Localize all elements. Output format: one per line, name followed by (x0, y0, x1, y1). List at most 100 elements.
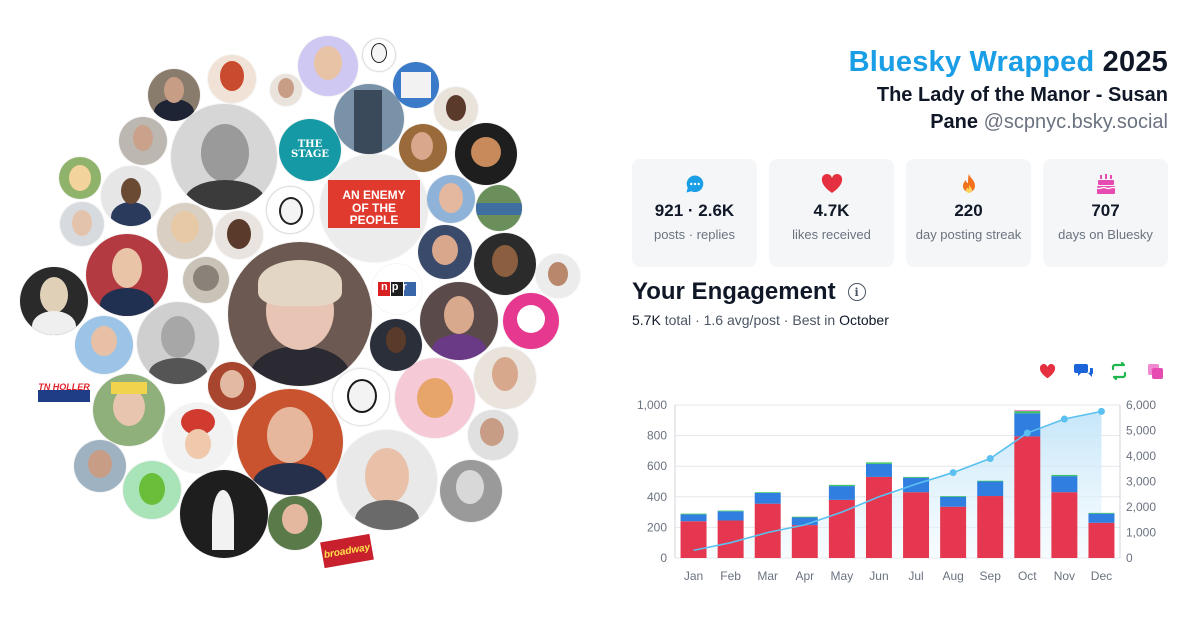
avatar-cat[interactable] (183, 257, 229, 303)
y-left-tick-label: 1,000 (637, 398, 667, 412)
y-right-tick-label: 4,000 (1126, 449, 1156, 463)
profile-line2: Pane @scpnyc.bsky.social (748, 109, 1168, 136)
avatar-building[interactable] (334, 84, 404, 154)
avatar-man-gray[interactable] (137, 302, 219, 384)
bar-reposts (717, 510, 744, 512)
bar-replies (940, 496, 967, 507)
y-left-tick-label: 0 (660, 551, 667, 565)
cumulative-point (986, 455, 994, 463)
avatar-smiling-woman[interactable] (215, 211, 263, 259)
badge-broadway[interactable]: broadway (320, 533, 374, 569)
stat-caption: likes received (792, 227, 871, 242)
x-axis: Jan Feb Mar Apr May Jun Jul Aug Sep Oct Nov Dec (684, 569, 1112, 583)
bar-replies (903, 477, 930, 493)
title-brand: Bluesky Wrapped (848, 46, 1095, 78)
avatar-dog-puppy[interactable] (59, 157, 101, 199)
bar-reposts (1051, 474, 1078, 477)
avatar-woman-glasses[interactable] (60, 202, 104, 246)
profile-name: The Lady of the Manor - Susan (876, 84, 1168, 106)
avatar-man-glasses-2[interactable] (119, 117, 167, 165)
avatar-turban-woman[interactable] (163, 403, 233, 473)
y-right-tick-label: 5,000 (1126, 424, 1156, 438)
avatar-canoe[interactable] (476, 185, 522, 231)
y-axis-left: 0 200 400 600 800 1,000 (637, 398, 667, 565)
stats-row: 921 · 2.6K posts · replies 4.7K likes re… (632, 159, 1168, 267)
avatar-man-surprised[interactable] (270, 74, 302, 106)
avatar-man-cap[interactable] (536, 254, 580, 298)
bar-reposts (903, 476, 930, 478)
avatar-old-man-sign[interactable] (208, 362, 256, 410)
bar-reposts (940, 496, 967, 497)
info-icon[interactable]: i (847, 283, 866, 301)
quote-icon[interactable] (1144, 360, 1166, 382)
avatar-enemy-of-the-people[interactable]: AN ENEMY OF THE PEOPLE (320, 154, 428, 262)
bar-replies (680, 514, 707, 522)
profile-handle[interactable]: @scpnyc.bsky.social (983, 111, 1168, 133)
avatar-main[interactable] (228, 242, 372, 386)
avatar-bald-glasses[interactable] (474, 347, 536, 409)
page-title: Bluesky Wrapped 2025 (748, 44, 1168, 80)
avatar-blonde-woman[interactable] (157, 203, 213, 259)
x-tick-label: Nov (1054, 569, 1075, 583)
avatar-book-covers[interactable] (393, 62, 439, 108)
heart-icon[interactable] (1036, 360, 1058, 382)
avatar-drawing[interactable] (266, 186, 314, 234)
avatar-bear[interactable] (74, 440, 126, 492)
profile-name-cont: Pane (930, 111, 978, 133)
avatar-cartoon-man[interactable] (362, 38, 396, 72)
avatar-vintage-man[interactable] (20, 267, 88, 335)
avatar-woman-dark[interactable] (434, 87, 478, 131)
avatar-man-purple[interactable] (420, 282, 498, 360)
avatar-man-white-hair[interactable] (427, 175, 475, 223)
avatar-bald-man[interactable] (337, 430, 437, 530)
avatar-bearded-man[interactable] (171, 104, 277, 210)
avatar-cloud: THE STAGE AN ENEMY OF THE PEOPLE npr (20, 36, 580, 569)
avatar-laughing-man[interactable] (237, 389, 343, 495)
bar-replies (828, 486, 855, 500)
badge-tn-holler[interactable]: TN HOLLER (38, 380, 90, 402)
avatar-drink-man[interactable] (399, 124, 447, 172)
avatar-politician[interactable] (101, 166, 161, 226)
repost-icon[interactable] (1108, 360, 1130, 382)
stat-caption: day posting streak (915, 227, 1022, 242)
bar-likes (977, 496, 1004, 558)
avatar-blue-woman[interactable] (75, 316, 133, 374)
bar-likes (1051, 492, 1078, 558)
y-left-tick-label: 600 (647, 459, 667, 473)
avatar-young-man[interactable] (86, 234, 168, 316)
cumulative-point (1060, 415, 1068, 423)
separator: · (695, 312, 700, 328)
avatar-the-stage[interactable]: THE STAGE (279, 119, 341, 181)
avatar-man-forest[interactable] (268, 496, 322, 550)
avatar-suited-man[interactable] (148, 69, 200, 121)
avatar-man-hand[interactable] (474, 233, 536, 295)
bar-replies (754, 492, 781, 504)
avatar-man-headset[interactable] (468, 410, 518, 460)
bar-likes (1088, 522, 1115, 558)
avatar-man-bw[interactable] (440, 460, 502, 522)
cumulative-line (693, 410, 1102, 552)
avatar-raccoon[interactable] (455, 123, 517, 185)
avatar-curly-man[interactable] (418, 225, 472, 279)
avatar-crown-woman[interactable] (93, 374, 165, 446)
stat-caption: days on Bluesky (1058, 227, 1153, 242)
bar-reposts (977, 480, 1004, 482)
avatar-santa-logo[interactable] (503, 293, 559, 349)
y-left-tick-label: 800 (647, 429, 667, 443)
avatar-man-dark[interactable] (370, 319, 422, 371)
avatar-red-hair-woman[interactable] (208, 55, 256, 103)
avatar-dancer[interactable] (180, 470, 268, 558)
x-tick-label: Oct (1018, 569, 1037, 583)
avatar-mustache-guy[interactable] (332, 368, 390, 426)
bar-likes (865, 476, 892, 558)
stat-likes: 4.7K likes received (769, 159, 894, 267)
chart-legend (1036, 360, 1166, 382)
reply-icon[interactable] (1072, 360, 1094, 382)
avatar-pear-logo[interactable] (123, 461, 181, 519)
avatar-dog-flowers[interactable] (395, 358, 475, 438)
x-tick-label: Jan (684, 569, 703, 583)
avatar-bald-smile[interactable] (298, 36, 358, 96)
engagement-avg: 1.6 avg/post (703, 312, 780, 328)
avatar-npr[interactable]: npr (372, 264, 422, 314)
bar-replies (1088, 513, 1115, 523)
